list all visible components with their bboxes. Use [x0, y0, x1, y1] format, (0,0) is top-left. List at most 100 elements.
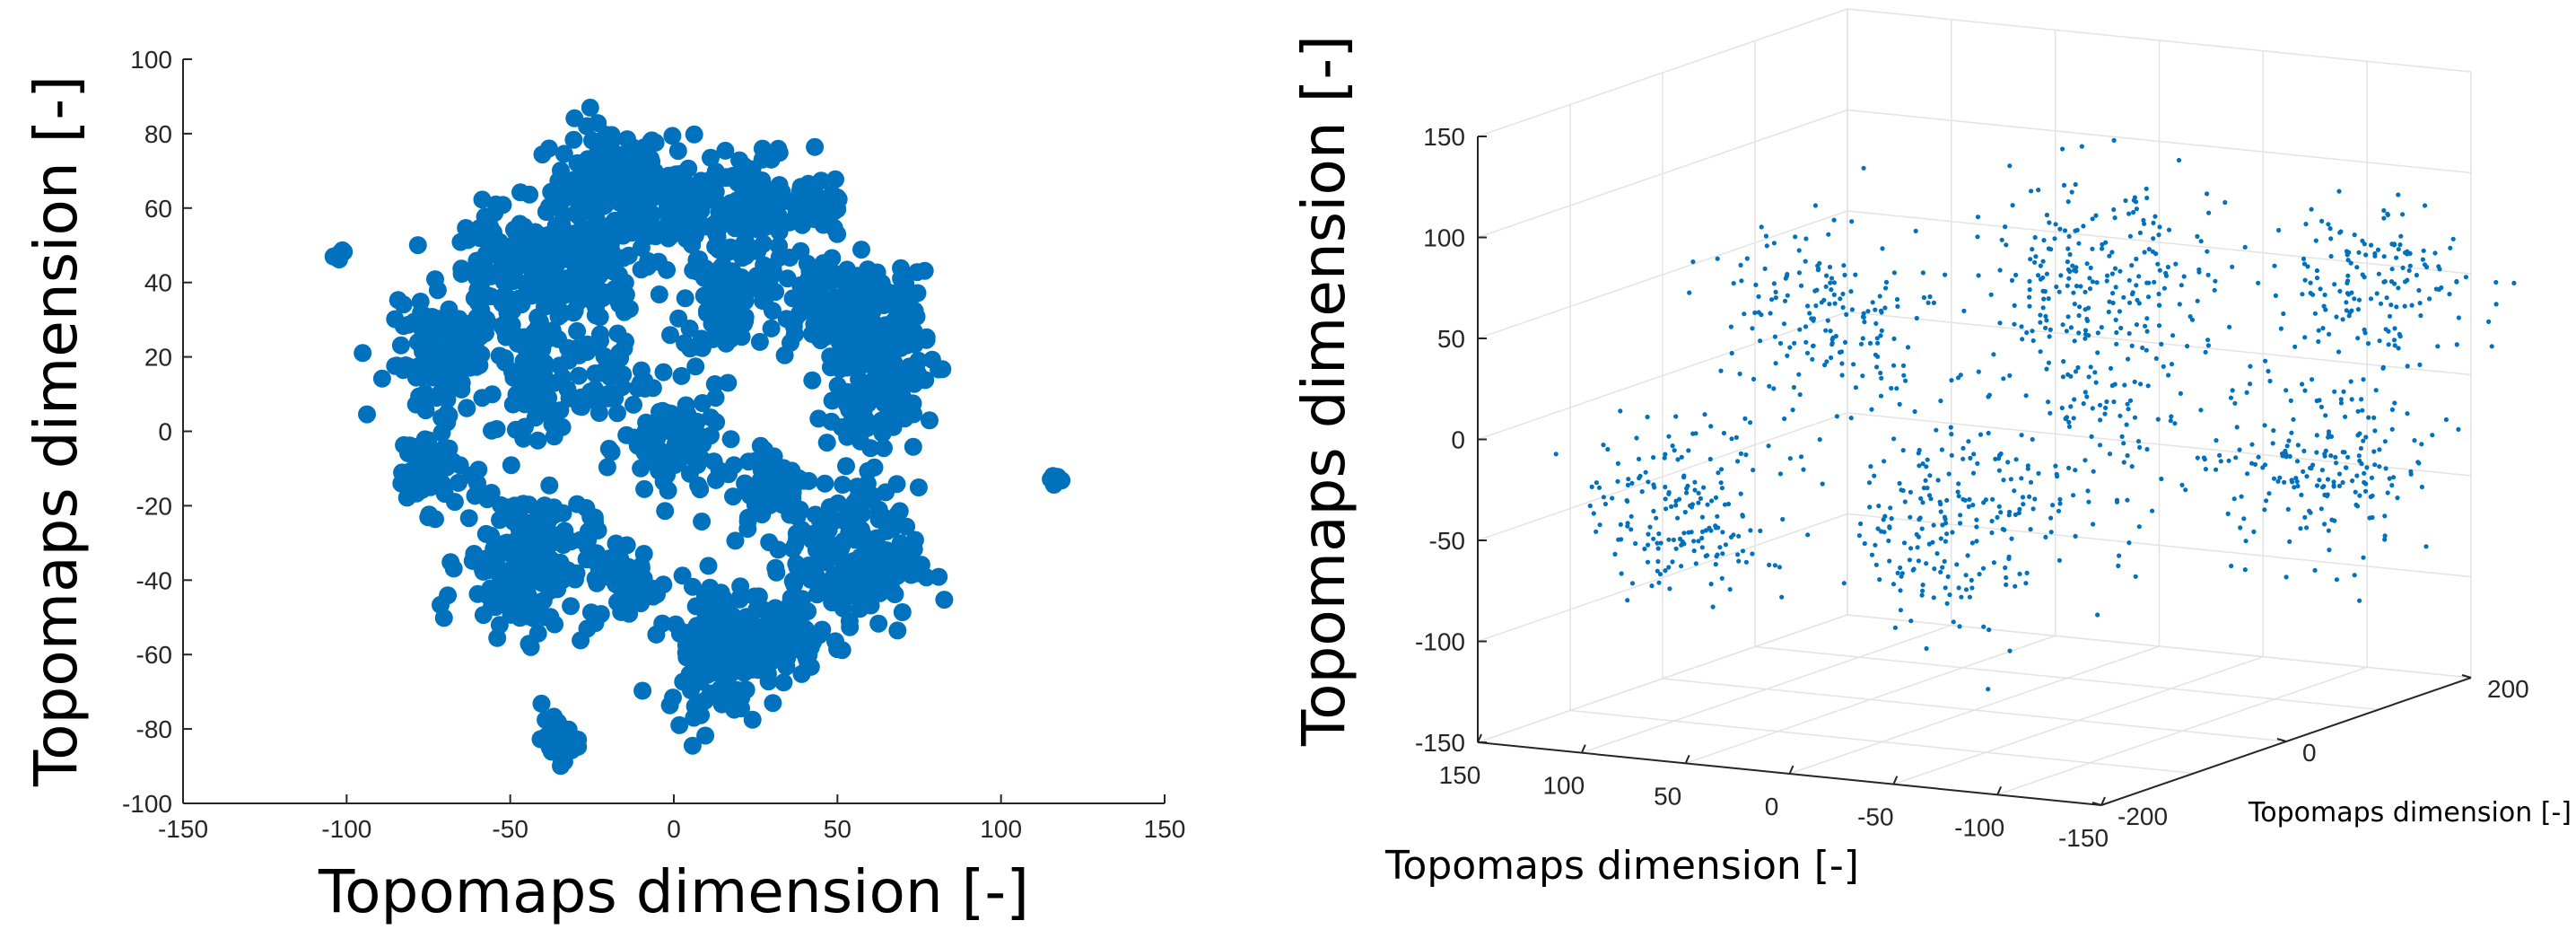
data-point [1858, 521, 1864, 527]
data-point [1656, 531, 1662, 537]
data-point [1610, 495, 1615, 501]
data-point [1842, 272, 1847, 277]
data-point [764, 262, 782, 281]
data-point [1853, 272, 1858, 277]
data-point [1920, 588, 1925, 593]
data-point [1731, 281, 1736, 286]
data-point [2074, 268, 2079, 274]
data-point [2381, 215, 2387, 221]
data-point [2412, 438, 2417, 443]
data-point [2386, 342, 2391, 347]
data-point [2078, 284, 2083, 289]
data-point [1589, 484, 1594, 490]
data-point [2397, 334, 2403, 339]
data-point [2244, 390, 2249, 395]
data-point [2152, 214, 2158, 219]
data-point [832, 294, 850, 312]
data-point [1882, 459, 1887, 464]
data-point [2326, 432, 2332, 437]
data-point [2405, 277, 2410, 283]
data-point [1752, 310, 1758, 315]
data-point [2072, 397, 2077, 402]
data-point [2038, 263, 2043, 268]
data-point [1957, 624, 1962, 629]
data-point [1966, 439, 1971, 444]
data-point [2071, 290, 2076, 295]
data-point [1619, 571, 1624, 576]
data-point [1873, 352, 1878, 357]
data-point [2095, 350, 2100, 355]
data-point [665, 219, 684, 238]
data-point [852, 323, 870, 342]
data-point [803, 371, 822, 390]
data-point [2046, 399, 2051, 405]
data-point [1838, 296, 1843, 302]
data-point [2048, 515, 2054, 521]
data-point [2076, 241, 2082, 246]
data-point [1647, 524, 1653, 530]
data-point [2262, 423, 2267, 428]
z-tick-label: 150 [1423, 123, 1465, 151]
data-point [1682, 509, 1688, 515]
data-point [821, 358, 840, 377]
data-point [2114, 341, 2119, 346]
data-point [1673, 414, 1679, 419]
data-point [730, 151, 749, 170]
data-point [2353, 489, 2358, 495]
data-point [811, 315, 830, 334]
data-point [750, 332, 769, 351]
data-point [1692, 479, 1698, 485]
data-point [2166, 227, 2172, 232]
data-point [2432, 250, 2438, 256]
data-point [2302, 388, 2308, 393]
data-point [2059, 405, 2065, 411]
data-point [2179, 482, 2185, 487]
data-point [2323, 413, 2328, 418]
data-point [1848, 416, 1854, 421]
data-point [2072, 302, 2077, 307]
data-point [2009, 536, 2014, 541]
data-point [2086, 374, 2091, 380]
data-point [2093, 213, 2099, 218]
data-point [470, 229, 489, 248]
data-point [1876, 504, 1882, 509]
data-point [1748, 420, 1753, 425]
data-point [1663, 484, 1668, 490]
data-point [2309, 466, 2314, 471]
data-point [2264, 498, 2269, 504]
data-point [2024, 330, 2030, 336]
data-point [2389, 426, 2395, 432]
data-point [642, 132, 661, 151]
data-point [1798, 283, 1804, 288]
data-point [2384, 295, 2389, 301]
data-point [2205, 249, 2210, 254]
data-point [1995, 514, 2000, 521]
data-point [2284, 443, 2290, 449]
data-point [2327, 548, 2332, 553]
data-point [2380, 365, 2386, 371]
data-point [391, 336, 410, 355]
data-point [2439, 285, 2444, 291]
data-point [2145, 383, 2151, 389]
data-point [478, 264, 497, 282]
data-point [706, 224, 725, 242]
data-point [2381, 207, 2387, 214]
data-point [1877, 577, 1882, 583]
data-point [2355, 307, 2361, 312]
data-point [1811, 343, 1816, 348]
data-point [2136, 524, 2142, 530]
data-point [1654, 515, 1659, 521]
data-point [1767, 383, 1772, 389]
data-point [2027, 278, 2032, 284]
data-point [2043, 534, 2048, 540]
data-point [2072, 338, 2077, 344]
data-point [2203, 349, 2208, 355]
data-point [2344, 465, 2349, 470]
data-point [540, 405, 559, 424]
data-point [549, 307, 568, 326]
data-point [437, 375, 456, 394]
z-tick-label: -50 [1429, 527, 1465, 555]
data-point [2343, 414, 2348, 419]
data-point [2063, 416, 2068, 421]
data-point [1643, 469, 1648, 475]
